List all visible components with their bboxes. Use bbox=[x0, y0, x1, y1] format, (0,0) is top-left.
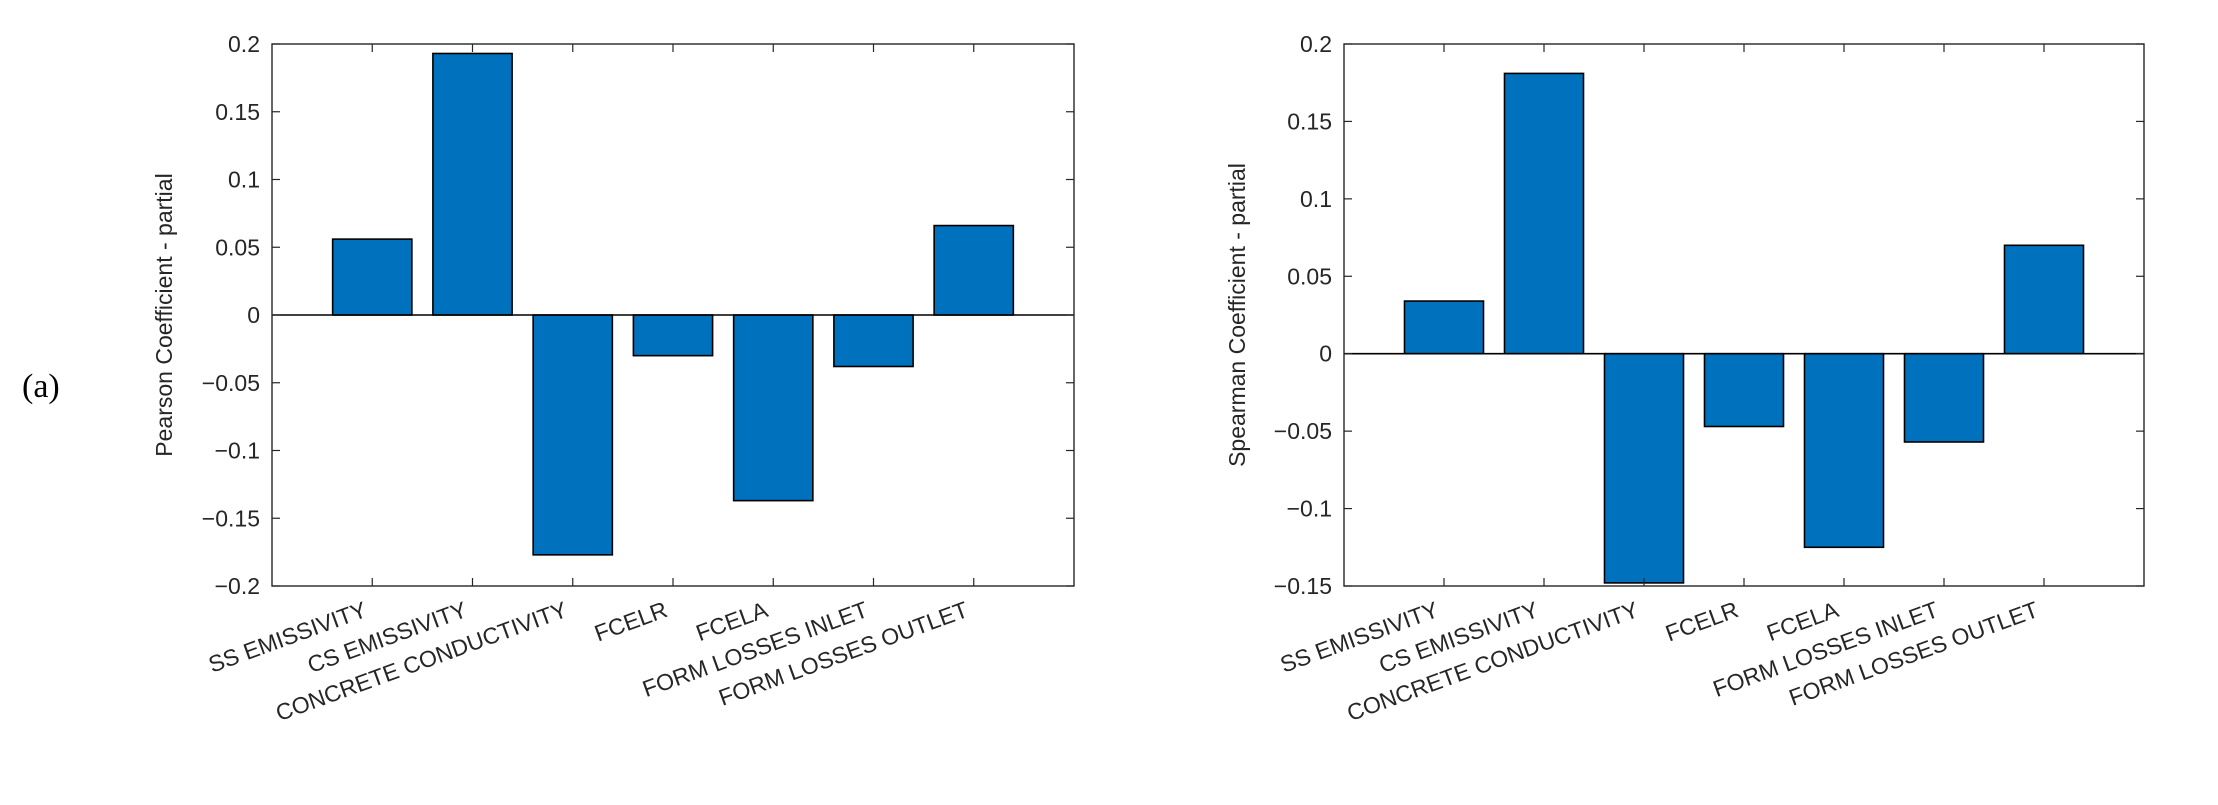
category-label: FCELR bbox=[591, 596, 671, 646]
bar-1 bbox=[1403, 300, 1485, 355]
panel-label: (a) bbox=[22, 368, 60, 405]
bar-4 bbox=[1703, 352, 1785, 428]
ytick-label: 0.05 bbox=[1287, 263, 1332, 289]
bar-3 bbox=[532, 314, 614, 556]
bar-7 bbox=[2003, 244, 2085, 355]
bar-6 bbox=[833, 314, 914, 368]
category-label: FCELR bbox=[1662, 596, 1742, 646]
bar-2 bbox=[432, 52, 513, 316]
ytick-label: 0.2 bbox=[1300, 31, 1332, 57]
ytick-label: −0.2 bbox=[215, 573, 260, 599]
ytick-label: 0 bbox=[1319, 341, 1332, 367]
ytick-label: 0.1 bbox=[1300, 186, 1332, 212]
y-axis-title: Pearson Coefficient - partial bbox=[151, 173, 177, 456]
bar-5 bbox=[732, 314, 814, 502]
ytick-label: 0.1 bbox=[228, 167, 260, 193]
bar-7 bbox=[933, 224, 1015, 316]
ytick-label: −0.15 bbox=[202, 505, 260, 531]
ytick-label: −0.15 bbox=[1274, 573, 1332, 599]
ytick-label: 0.05 bbox=[215, 234, 260, 260]
ytick-label: −0.05 bbox=[1274, 418, 1332, 444]
bar-1 bbox=[331, 238, 413, 316]
ytick-label: 0.15 bbox=[1287, 108, 1332, 134]
ytick-label: 0 bbox=[247, 302, 260, 328]
ytick-label: 0.2 bbox=[228, 31, 260, 57]
bar-3 bbox=[1603, 352, 1685, 584]
bar-5 bbox=[1803, 352, 1885, 549]
ytick-label: 0.15 bbox=[215, 99, 260, 125]
ytick-label: −0.1 bbox=[1287, 496, 1332, 522]
y-axis-title: Spearman Coefficient - partial bbox=[1224, 163, 1250, 467]
bar-2 bbox=[1503, 72, 1585, 355]
bar-4 bbox=[632, 314, 714, 357]
ytick-label: −0.1 bbox=[215, 438, 260, 464]
ytick-label: −0.05 bbox=[202, 370, 260, 396]
bar-6 bbox=[1903, 352, 1985, 443]
